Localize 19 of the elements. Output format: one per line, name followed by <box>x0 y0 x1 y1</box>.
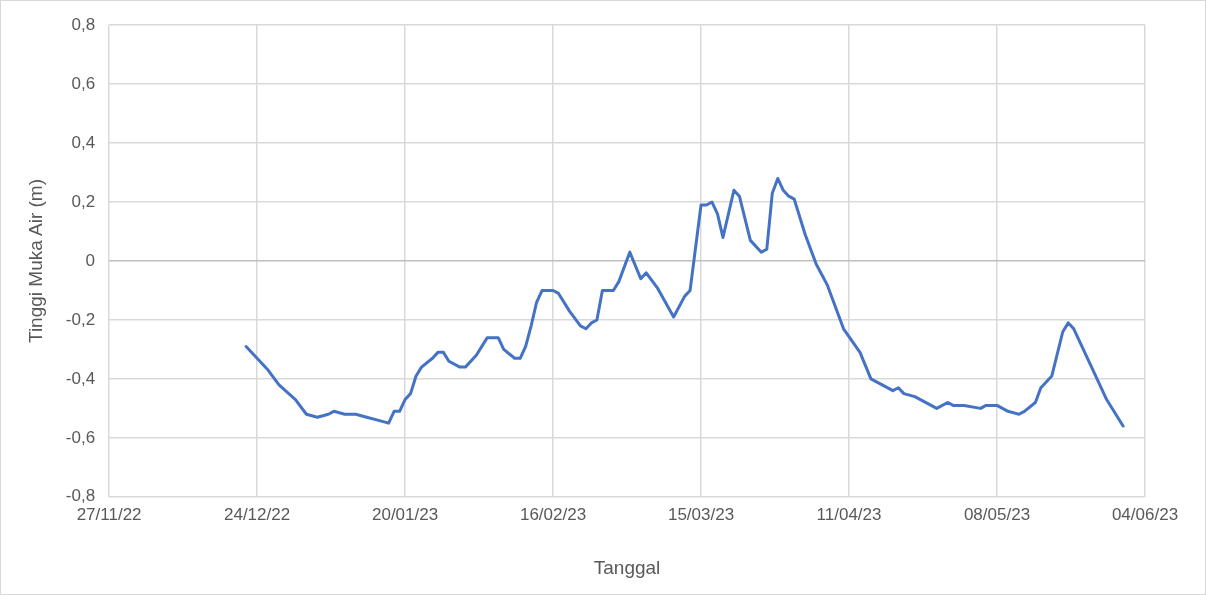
y-tick-label: 0 <box>85 250 96 270</box>
y-tick-label: 0,2 <box>71 191 96 211</box>
x-tick-label: 11/04/23 <box>816 504 882 524</box>
x-axis-title: Tanggal <box>593 556 661 578</box>
x-tick-label: 15/03/23 <box>667 504 735 524</box>
y-tick-label: 0,4 <box>71 132 96 152</box>
y-tick-label: 0,8 <box>71 14 96 34</box>
y-tick-label: 0,6 <box>71 73 96 93</box>
y-tick-label: -0,4 <box>65 368 96 388</box>
x-tick-label: 04/06/23 <box>1111 504 1179 524</box>
x-tick-label: 20/01/23 <box>371 504 439 524</box>
x-tick-label: 16/02/23 <box>519 504 587 524</box>
y-tick-label: -0,8 <box>65 486 96 506</box>
y-axis-title: Tinggi Muka Air (m) <box>24 179 46 343</box>
x-tick-label: 27/11/22 <box>76 504 142 524</box>
x-tick-label: 24/12/22 <box>223 504 291 524</box>
x-tick-label: 08/05/23 <box>963 504 1031 524</box>
y-tick-label: -0,6 <box>65 427 96 447</box>
y-tick-label: -0,2 <box>65 309 96 329</box>
